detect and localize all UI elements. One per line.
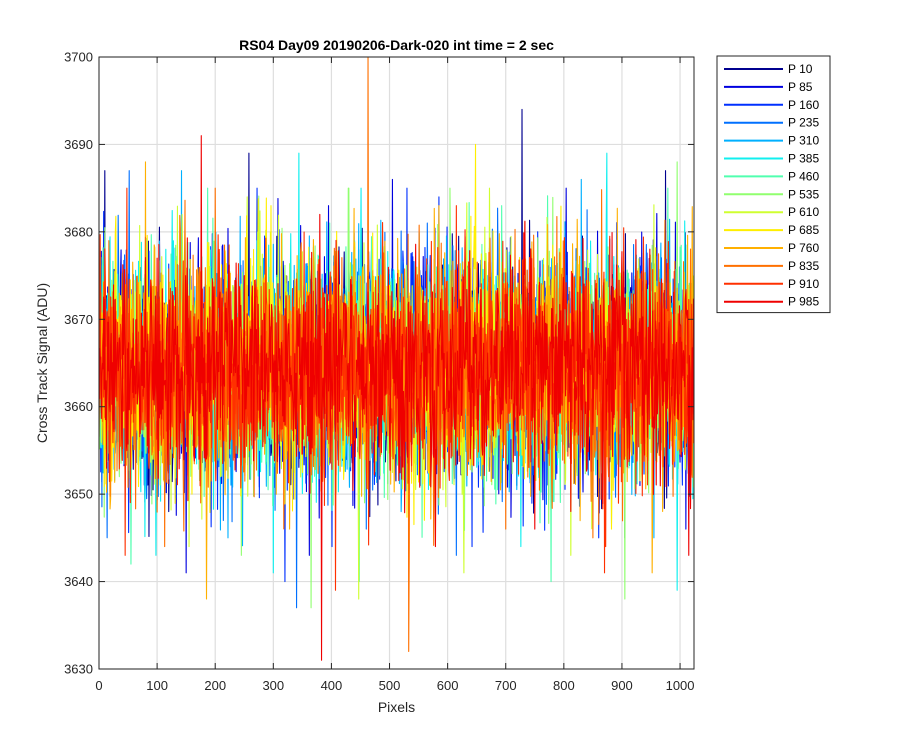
x-tick-label: 100 — [146, 678, 168, 693]
x-tick-label: 800 — [553, 678, 575, 693]
legend-entry: P 910 — [788, 277, 819, 291]
y-tick-label: 3680 — [64, 224, 93, 239]
y-tick-label: 3650 — [64, 487, 93, 502]
legend-entry: P 985 — [788, 295, 819, 309]
legend: P 10 P 85 P 160 P 235 P 310 P 385 P 460 P 535 P … — [716, 55, 831, 314]
series-line — [99, 135, 694, 661]
x-tick-label: 700 — [495, 678, 517, 693]
legend-entry: P 160 — [788, 98, 819, 112]
legend-entry: P 835 — [788, 259, 819, 273]
x-axis-label: Pixels — [378, 699, 415, 715]
legend-entry: P 85 — [788, 80, 813, 94]
x-tick-label: 500 — [379, 678, 401, 693]
x-tick-label: 900 — [611, 678, 633, 693]
y-tick-label: 3630 — [64, 662, 93, 677]
x-tick-label: 300 — [262, 678, 284, 693]
legend-entry: P 310 — [788, 134, 819, 148]
x-axis-ticks: 0 100 200 300 400 500 600 700 800 900 1000 — [95, 57, 695, 693]
x-tick-label: 600 — [437, 678, 459, 693]
legend-entry: P 610 — [788, 205, 819, 219]
legend-entry: P 685 — [788, 223, 819, 237]
x-tick-label: 200 — [204, 678, 226, 693]
y-axis-ticks: 3630 3640 3650 3660 3670 3680 3690 3700 — [64, 50, 694, 677]
legend-entry: P 235 — [788, 116, 819, 130]
y-tick-label: 3640 — [64, 574, 93, 589]
series-lines — [99, 57, 694, 661]
legend-entry: P 460 — [788, 169, 819, 183]
legend-entry: P 385 — [788, 152, 819, 166]
y-tick-label: 3670 — [64, 312, 93, 327]
legend-entry: P 535 — [788, 187, 819, 201]
x-tick-label: 1000 — [666, 678, 695, 693]
y-tick-label: 3660 — [64, 399, 93, 414]
y-tick-label: 3690 — [64, 137, 93, 152]
y-tick-label: 3700 — [64, 50, 93, 65]
chart-title: RS04 Day09 20190206-Dark-020 int time = … — [239, 37, 554, 53]
legend-box — [716, 55, 831, 314]
x-tick-label: 0 — [95, 678, 102, 693]
x-tick-label: 400 — [321, 678, 343, 693]
plot-frame — [98, 56, 695, 670]
legend-entry: P 760 — [788, 241, 819, 255]
legend-entry: P 10 — [788, 62, 813, 76]
y-axis-label: Cross Track Signal (ADU) — [34, 283, 50, 443]
